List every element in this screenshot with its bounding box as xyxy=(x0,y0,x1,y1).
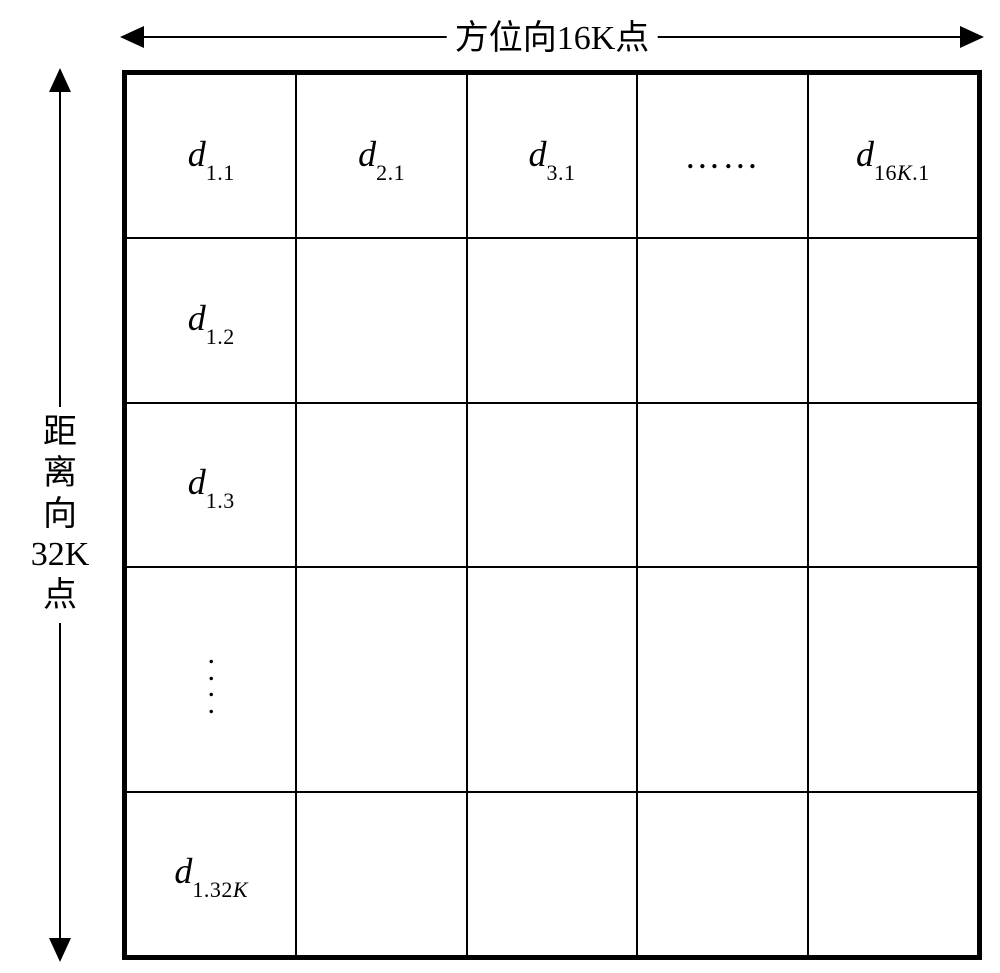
azimuth-axis: 方位向16K点 xyxy=(122,8,982,63)
cell-d-1-3: d1.3 xyxy=(126,403,296,567)
range-axis: 距 离 向 32K 点 xyxy=(10,70,110,960)
arrow-down-icon xyxy=(49,938,71,962)
range-label-char: 向 xyxy=(10,495,110,536)
arrow-left-icon xyxy=(120,26,144,48)
cell-empty xyxy=(296,238,466,402)
diagram-container: 方位向16K点 距 离 向 32K 点 d1.1 d2.1 d3.1 …… d1… xyxy=(0,0,1000,973)
cell-vdots: .... xyxy=(126,567,296,792)
cell-empty xyxy=(467,238,637,402)
cell-d-3-1: d3.1 xyxy=(467,74,637,238)
range-label-char: 32K xyxy=(10,535,110,576)
range-label-char: 距 xyxy=(10,413,110,454)
cell-empty xyxy=(808,792,978,956)
cell-empty xyxy=(296,567,466,792)
cell-empty xyxy=(637,567,807,792)
cell-empty xyxy=(467,403,637,567)
table-row: d1.32K xyxy=(126,792,978,956)
cell-d-1-32k: d1.32K xyxy=(126,792,296,956)
table-row: d1.3 xyxy=(126,403,978,567)
cell-empty xyxy=(467,567,637,792)
range-label: 距 离 向 32K 点 xyxy=(10,407,110,623)
matrix-table: d1.1 d2.1 d3.1 …… d16K.1 d1.2 d1.3 xyxy=(125,73,979,957)
data-matrix-grid: d1.1 d2.1 d3.1 …… d16K.1 d1.2 d1.3 xyxy=(122,70,982,960)
cell-d-16k-1: d16K.1 xyxy=(808,74,978,238)
cell-d-1-2: d1.2 xyxy=(126,238,296,402)
vdots-icon: .... xyxy=(128,646,294,712)
arrow-right-icon xyxy=(960,26,984,48)
table-row: d1.2 xyxy=(126,238,978,402)
cell-empty xyxy=(808,238,978,402)
cell-empty xyxy=(296,403,466,567)
cell-empty xyxy=(808,403,978,567)
cell-empty xyxy=(467,792,637,956)
cell-empty xyxy=(808,567,978,792)
table-row: d1.1 d2.1 d3.1 …… d16K.1 xyxy=(126,74,978,238)
cell-empty xyxy=(637,403,807,567)
cell-hdots: …… xyxy=(637,74,807,238)
table-row: .... xyxy=(126,567,978,792)
cell-empty xyxy=(637,792,807,956)
range-label-char: 离 xyxy=(10,454,110,495)
range-label-char: 点 xyxy=(10,576,110,617)
cell-d-2-1: d2.1 xyxy=(296,74,466,238)
cell-d-1-1: d1.1 xyxy=(126,74,296,238)
arrow-up-icon xyxy=(49,68,71,92)
azimuth-label: 方位向16K点 xyxy=(447,10,658,59)
cell-empty xyxy=(637,238,807,402)
cell-empty xyxy=(296,792,466,956)
